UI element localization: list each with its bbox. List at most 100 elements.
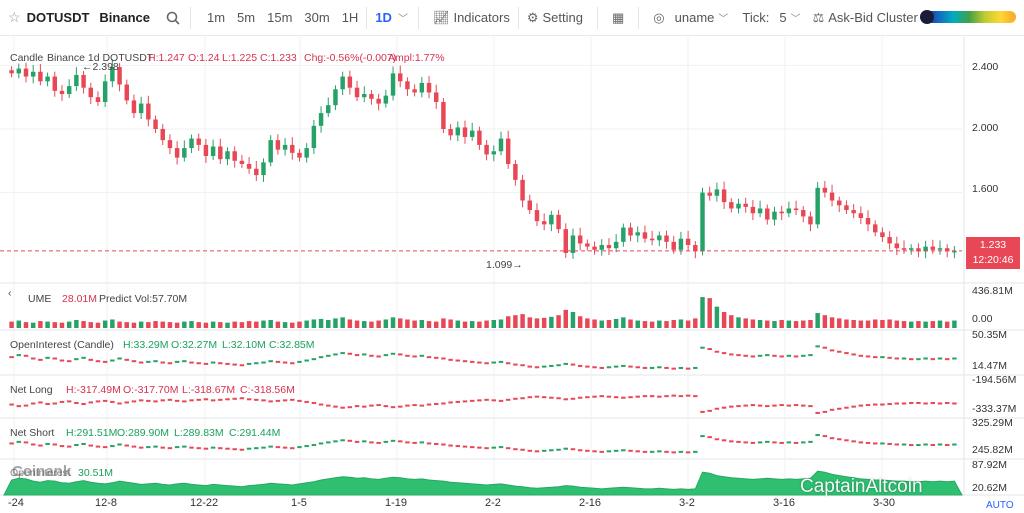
- volume-bar: [599, 320, 604, 328]
- exchange-name[interactable]: Binance: [99, 10, 150, 25]
- volume-bar: [513, 315, 518, 328]
- divider: [189, 6, 191, 29]
- symbol-name[interactable]: DOTUSDT: [26, 10, 90, 25]
- indicator-mark: [304, 400, 309, 403]
- indicator-mark: [714, 407, 720, 410]
- volume-bar: [167, 322, 173, 328]
- indicator-mark: [484, 398, 489, 401]
- indicator-mark: [793, 404, 799, 407]
- volume-bar: [873, 319, 878, 328]
- indicator-mark: [808, 354, 813, 357]
- candle-body: [369, 94, 374, 99]
- indicator-mark: [750, 404, 756, 407]
- indicator-mark: [160, 446, 165, 449]
- indicator-mark: [426, 403, 432, 406]
- indicator-mark: [88, 444, 93, 447]
- indicator-mark: [721, 439, 727, 442]
- interval-15m[interactable]: 15m: [267, 10, 293, 25]
- interval-1h[interactable]: 1H: [341, 10, 359, 25]
- candle-body: [952, 250, 957, 253]
- volume-bar: [815, 313, 820, 328]
- chevron-down-icon[interactable]: ﹀: [397, 14, 408, 25]
- indicator-mark: [822, 435, 828, 438]
- volume-bar: [290, 322, 295, 328]
- indicator-mark: [693, 395, 698, 398]
- collapse-chevron-icon[interactable]: ‹: [8, 287, 12, 299]
- layout-button[interactable]: ▦: [612, 10, 624, 26]
- candle-body: [182, 148, 187, 158]
- volume-bar: [362, 321, 367, 328]
- indicator-mark: [362, 440, 367, 443]
- volume-predict: Predict Vol:57.70M: [99, 293, 188, 305]
- indicator-mark: [45, 442, 50, 445]
- volume-bar: [81, 321, 86, 328]
- indicator-mark: [894, 443, 900, 446]
- indicator-mark: [873, 356, 878, 359]
- indicator-mark: [311, 401, 317, 404]
- indicator-mark: [844, 352, 849, 355]
- volume-bar: [110, 319, 115, 328]
- theme-toggle[interactable]: [920, 10, 1016, 24]
- indicator-mark: [362, 353, 367, 356]
- volume-bar: [347, 319, 353, 328]
- indicator-mark: [74, 358, 79, 361]
- coinank-watermark: Coinank: [12, 463, 72, 480]
- indicator-mark: [390, 439, 396, 442]
- volume-bar: [455, 320, 461, 328]
- indicator-mark: [102, 399, 108, 402]
- indicators-button[interactable]: 📈︎ Indicators: [433, 10, 510, 26]
- cluster-button[interactable]: ⚖ Ask-Bid Cluster ﹀: [813, 10, 932, 26]
- indicator-mark: [124, 358, 129, 361]
- user-button[interactable]: ◎ uname ﹀: [653, 10, 728, 26]
- indicator-mark: [577, 449, 583, 452]
- candle-body: [167, 140, 173, 149]
- indicator-mark: [347, 406, 353, 409]
- auto-scale-button[interactable]: AUTO: [986, 500, 1014, 511]
- indicator-mark: [577, 396, 583, 399]
- indicator-mark: [74, 444, 79, 447]
- volume-bar: [678, 319, 684, 328]
- indicator-mark: [218, 398, 223, 401]
- volume-bar: [685, 320, 691, 328]
- indicator-mark: [74, 401, 79, 404]
- user-label: uname: [674, 10, 715, 25]
- search-icon[interactable]: [166, 11, 180, 25]
- indicator-mark: [772, 441, 777, 444]
- candle-body: [469, 130, 475, 137]
- legend-high: H:1.247: [148, 52, 185, 64]
- interval-30m[interactable]: 30m: [304, 10, 330, 25]
- volume-bar: [808, 320, 813, 328]
- indicator-mark: [657, 366, 662, 369]
- tick-select[interactable]: Tick: 5 ﹀: [742, 10, 800, 25]
- indicator-mark: [505, 447, 511, 450]
- star-icon[interactable]: ☆: [8, 9, 21, 25]
- volume-bar: [354, 320, 360, 328]
- indicator-mark: [81, 442, 86, 445]
- indicator-mark: [721, 352, 727, 355]
- candle-body: [937, 248, 943, 250]
- indicator-mark: [678, 450, 684, 453]
- indicator-mark: [930, 444, 936, 447]
- x-tick: 3-30: [873, 497, 896, 509]
- indicator-mark: [887, 403, 892, 406]
- indicator-mark: [700, 410, 705, 413]
- indicator-mark: [563, 362, 568, 365]
- setting-button[interactable]: ⚙ Setting: [527, 10, 583, 26]
- volume-bar: [426, 321, 432, 328]
- indicator-mark: [347, 439, 353, 442]
- interval-5m[interactable]: 5m: [237, 10, 256, 25]
- main-chart[interactable]: [0, 37, 1024, 513]
- candle-body: [290, 144, 295, 153]
- volume-bar: [318, 318, 324, 328]
- volume-bar: [952, 320, 957, 328]
- candle-body: [642, 232, 648, 239]
- indicator-mark: [412, 441, 417, 444]
- interval-1d[interactable]: 1D: [375, 10, 392, 25]
- oi-axis-top: 87.92M: [972, 459, 1008, 471]
- volume-bar: [419, 320, 425, 328]
- volume-bar: [340, 317, 345, 328]
- indicator-mark: [829, 408, 835, 411]
- indicator-mark: [405, 441, 410, 444]
- indicator-mark: [117, 402, 122, 405]
- interval-1m[interactable]: 1m: [206, 10, 226, 25]
